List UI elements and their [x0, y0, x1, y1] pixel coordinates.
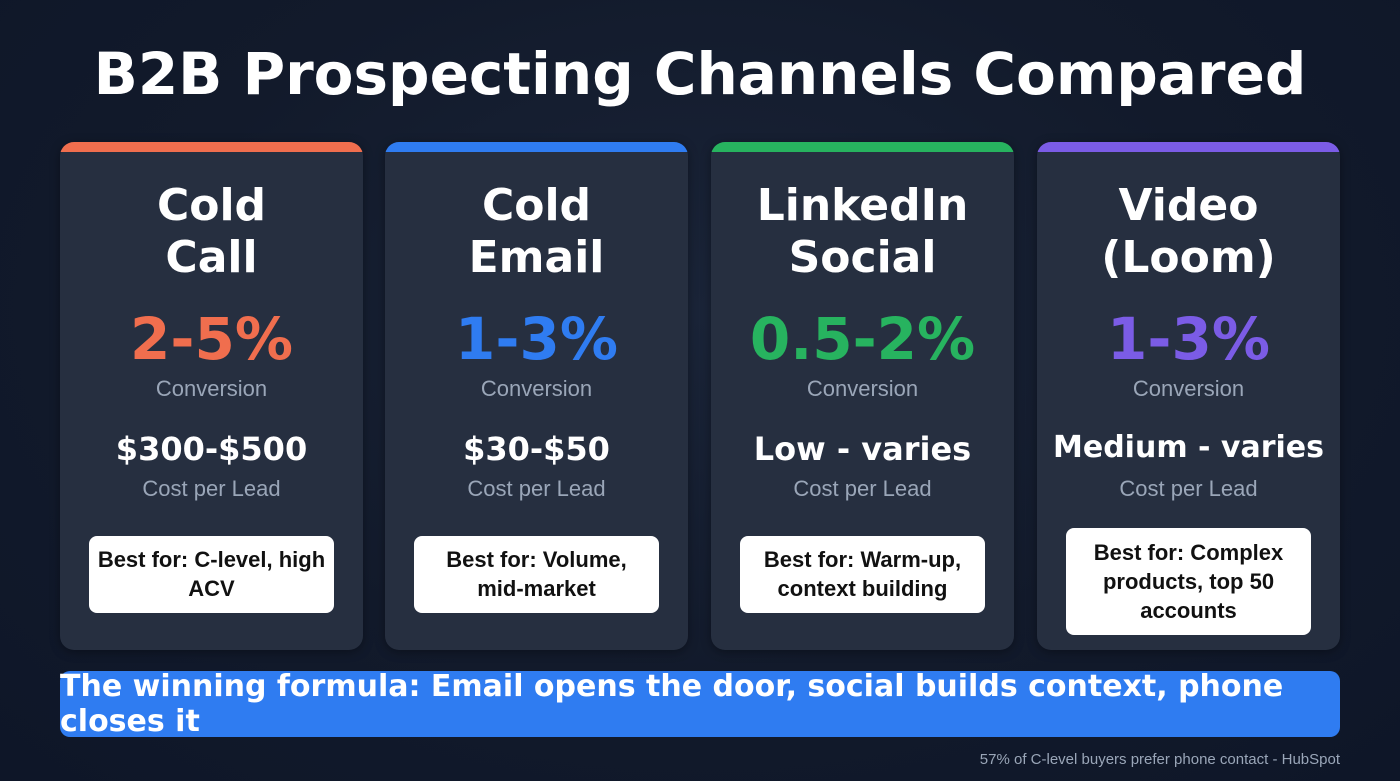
- accent-bar: [711, 142, 1014, 152]
- source-note: 57% of C-level buyers prefer phone conta…: [979, 751, 1340, 768]
- cost-value: $300-$500: [115, 430, 308, 468]
- cost-value: Medium - varies: [1053, 430, 1324, 465]
- cost-value: Low - varies: [753, 430, 972, 468]
- conversion-label: Conversion: [155, 376, 268, 401]
- conversion-rate: 1-3%: [455, 305, 618, 373]
- conversion-rate: 1-3%: [1107, 305, 1270, 373]
- conversion-rate: 0.5-2%: [749, 305, 976, 373]
- cost-label: Cost per Lead: [467, 476, 606, 501]
- best-for-box: Best for: Warm-up, context building: [740, 536, 985, 613]
- accent-bar: [60, 142, 363, 152]
- channel-name: LinkedIn Social: [756, 180, 969, 283]
- page-title: B2B Prospecting Channels Compared: [93, 40, 1307, 108]
- card-linkedin-social: LinkedIn Social 0.5-2% Conversion Low - v…: [711, 142, 1014, 650]
- accent-bar: [1037, 142, 1340, 152]
- card-video-loom: Video (Loom) 1-3% Conversion Medium - var…: [1037, 142, 1340, 650]
- conversion-label: Conversion: [480, 376, 593, 401]
- conversion-label: Conversion: [1132, 376, 1245, 401]
- cost-label: Cost per Lead: [142, 476, 281, 501]
- accent-bar: [385, 142, 688, 152]
- conversion-label: Conversion: [806, 376, 919, 401]
- best-for-box: Best for: Complex products, top 50 accou…: [1066, 528, 1311, 635]
- channel-name: Cold Call: [156, 180, 267, 283]
- card-cold-call: Cold Call 2-5% Conversion $300-$500 Cost …: [60, 142, 363, 650]
- best-for-box: Best for: Volume, mid-market: [414, 536, 659, 613]
- channel-name: Video (Loom): [1101, 180, 1276, 283]
- channel-name: Cold Email: [468, 180, 605, 283]
- card-cold-email: Cold Email 1-3% Conversion $30-$50 Cost p…: [385, 142, 688, 650]
- best-for-box: Best for: C-level, high ACV: [89, 536, 334, 613]
- channel-cards: Cold Call 2-5% Conversion $300-$500 Cost …: [60, 142, 1340, 650]
- cost-value: $30-$50: [463, 430, 610, 468]
- cost-label: Cost per Lead: [793, 476, 932, 501]
- cost-label: Cost per Lead: [1119, 476, 1258, 501]
- conversion-rate: 2-5%: [130, 305, 293, 373]
- winning-formula-banner: The winning formula: Email opens the doo…: [60, 669, 1340, 739]
